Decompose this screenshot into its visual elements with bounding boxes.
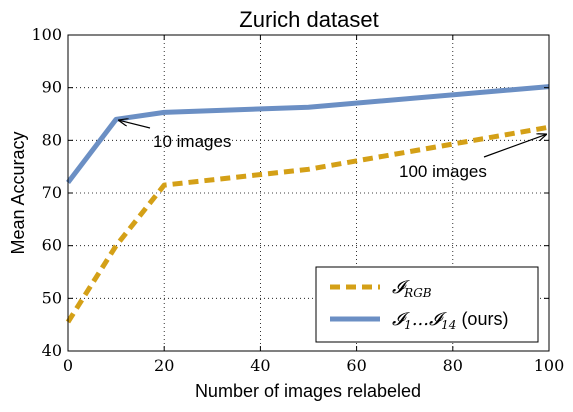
annotation-text-100-images: 100 images bbox=[399, 162, 487, 181]
y-tick-label: 70 bbox=[42, 183, 62, 202]
y-tick-label: 60 bbox=[42, 236, 62, 255]
legend-label-part: RGB bbox=[403, 286, 432, 300]
x-tick-label: 20 bbox=[154, 356, 174, 375]
legend-box bbox=[315, 266, 539, 343]
y-axis-label: Mean Accuracy bbox=[8, 131, 28, 254]
x-tick-label: 0 bbox=[63, 356, 73, 375]
y-tick-label: 80 bbox=[42, 130, 62, 149]
annotations: 10 images 100 images bbox=[119, 120, 546, 181]
x-axis-label: Number of images relabeled bbox=[195, 381, 421, 401]
legend-label-part: (ours) bbox=[456, 309, 508, 329]
legend-label-part: 14 bbox=[441, 318, 456, 332]
x-tick-label: 40 bbox=[250, 356, 270, 375]
x-tick-label: 60 bbox=[346, 356, 366, 375]
ticks: 0 20 40 60 80 100 40 50 60 70 80 90 100 bbox=[31, 25, 564, 375]
annotation-arrow-100-images bbox=[483, 134, 546, 158]
y-tick-label: 100 bbox=[31, 25, 62, 44]
annotation-arrow-10-images bbox=[119, 120, 151, 129]
y-tick-label: 50 bbox=[42, 288, 62, 307]
legend-label-part: ...𝓘 bbox=[412, 309, 447, 330]
y-tick-label: 90 bbox=[42, 78, 62, 97]
x-tick-label: 100 bbox=[534, 356, 565, 375]
x-tick-label: 80 bbox=[443, 356, 463, 375]
legend-label-part: 1 bbox=[404, 318, 412, 332]
annotation-text-10-images: 10 images bbox=[153, 132, 231, 151]
chart-title: Zurich dataset bbox=[239, 7, 378, 32]
y-tick-label: 40 bbox=[42, 341, 62, 360]
